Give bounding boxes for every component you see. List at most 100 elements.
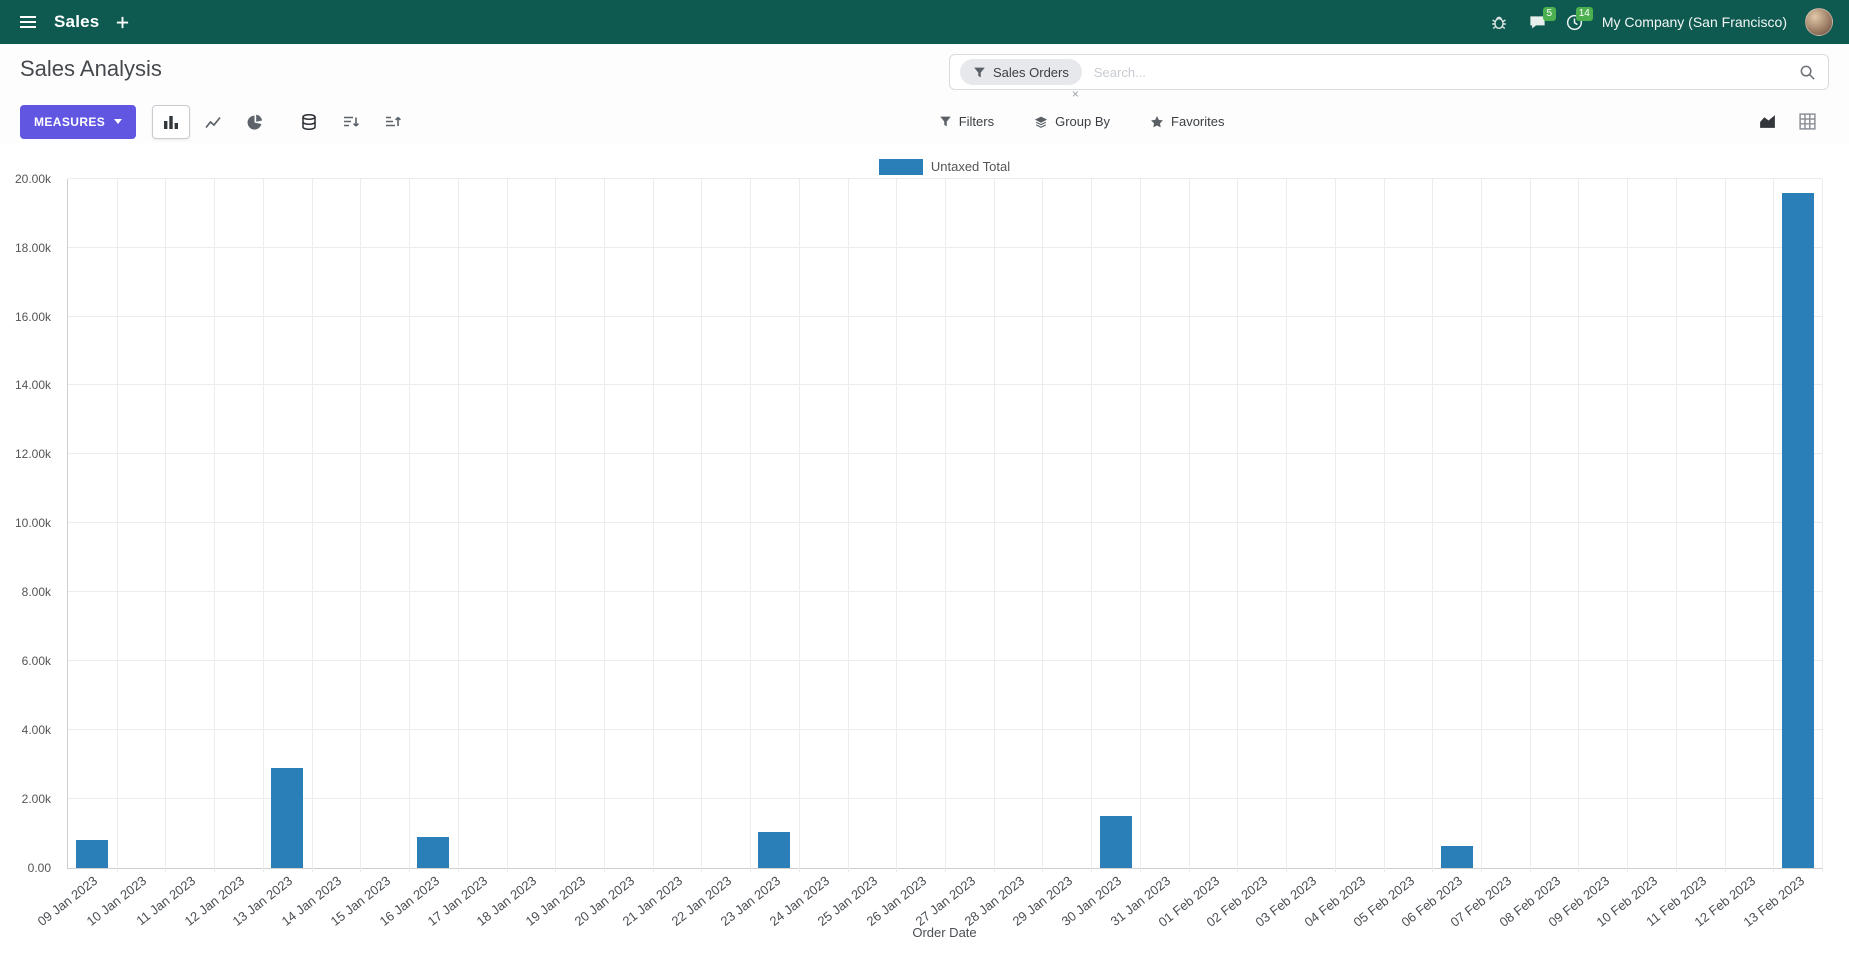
v-gridline — [1237, 178, 1239, 872]
v-gridline — [945, 178, 946, 872]
graph-view-button[interactable] — [1751, 107, 1783, 137]
stacked-toggle-button[interactable] — [290, 105, 328, 139]
company-switcher[interactable]: My Company (San Francisco) — [1601, 14, 1787, 30]
v-gridline — [116, 178, 118, 872]
measures-button[interactable]: MEASURES — [20, 104, 137, 139]
debug-icon[interactable] — [1488, 11, 1510, 33]
x-axis-title: Order Date — [912, 924, 977, 940]
favorites-button[interactable]: Favorites — [1144, 113, 1230, 130]
search-input[interactable] — [1081, 64, 1797, 80]
v-gridline — [701, 178, 703, 872]
v-gridline — [311, 178, 313, 872]
v-gridline — [1675, 178, 1677, 872]
graph-view: Untaxed Total 0.00 2.00k 4.00k 6.00k 8.00k 10… — [0, 158, 1849, 940]
star-icon — [1150, 115, 1164, 129]
v-gridline — [1578, 178, 1580, 872]
bar-30 Jan 2023[interactable] — [1099, 816, 1132, 868]
layers-icon — [1034, 115, 1048, 129]
chat-bubble-icon — [1528, 13, 1547, 32]
activity-count-badge: 14 — [1575, 6, 1593, 21]
group-by-label: Group By — [1055, 114, 1111, 130]
y-tick-label: 14.00k — [14, 378, 51, 393]
favorites-label: Favorites — [1171, 114, 1225, 130]
bar-13 Jan 2023[interactable] — [271, 767, 304, 868]
v-gridline — [1480, 178, 1482, 872]
bar-06 Feb 2023[interactable] — [1440, 846, 1473, 868]
v-gridline — [1334, 178, 1336, 872]
activities-button[interactable]: 14 — [1565, 6, 1593, 32]
x-axis-labels: 09 Jan 2023 10 Jan 2023 11 Jan 2023 12 Jan … — [35, 869, 1822, 930]
y-tick-label: 2.00k — [21, 791, 51, 806]
v-gridline — [506, 178, 508, 872]
y-tick-label: 20.00k — [14, 171, 51, 186]
page-title: Sales Analysis — [20, 56, 162, 81]
v-gridline — [652, 178, 654, 872]
y-tick-label: 6.00k — [21, 654, 51, 669]
v-gridline — [262, 178, 264, 872]
v-gridline — [1773, 178, 1775, 872]
messages-button[interactable]: 5 — [1528, 6, 1556, 32]
filters-label: Filters — [958, 114, 995, 130]
v-gridline — [1091, 178, 1093, 872]
user-avatar[interactable] — [1805, 8, 1833, 36]
y-tick-label: 16.00k — [14, 309, 51, 324]
clock-icon — [1565, 13, 1584, 32]
search-icon[interactable] — [1797, 62, 1818, 83]
pie-chart-button[interactable] — [236, 105, 274, 139]
v-gridline — [1627, 178, 1629, 872]
group-by-button[interactable]: Group By — [1028, 113, 1116, 130]
v-gridline — [603, 178, 605, 872]
v-gridline — [1724, 178, 1726, 872]
v-gridline — [1432, 178, 1434, 872]
search-options: Filters Group By Favorites — [933, 113, 1231, 130]
bar-chart-button[interactable] — [152, 104, 191, 139]
sort-descending-button[interactable] — [332, 105, 370, 139]
v-gridline — [798, 178, 800, 872]
hamburger-menu-icon[interactable] — [16, 10, 40, 34]
app-name[interactable]: Sales — [54, 12, 100, 31]
v-gridline — [1822, 178, 1823, 872]
v-gridline — [165, 178, 167, 872]
line-chart-button[interactable] — [194, 105, 232, 139]
chevron-down-icon — [114, 119, 123, 125]
v-gridline — [555, 178, 557, 872]
facet-label: Sales Orders — [993, 64, 1069, 80]
v-gridline — [1529, 178, 1531, 872]
v-gridline — [1286, 178, 1288, 872]
v-gridline — [847, 178, 849, 872]
h-gridline — [68, 177, 1822, 179]
v-gridline — [1042, 178, 1044, 872]
bar-13 Feb 2023[interactable] — [1781, 192, 1814, 868]
v-gridline — [360, 178, 362, 872]
v-gridline — [409, 178, 411, 872]
chart-tools-group — [290, 105, 412, 139]
y-tick-label: 18.00k — [14, 240, 51, 255]
chart-type-group — [152, 104, 274, 139]
facet-remove-icon[interactable]: × — [1071, 87, 1079, 101]
search-bar[interactable]: Sales Orders × — [949, 54, 1829, 100]
sort-ascending-button[interactable] — [374, 105, 412, 139]
v-gridline — [457, 178, 459, 872]
pivot-view-button[interactable] — [1791, 107, 1823, 137]
v-gridline — [214, 178, 216, 872]
top-navbar: Sales 5 14 My Company (San Francisco) — [0, 0, 1849, 44]
bar-23 Jan 2023[interactable] — [758, 831, 791, 868]
v-gridline — [750, 178, 752, 872]
plot-area: 0.00 2.00k 4.00k 6.00k 8.00k 10.00k 12.00k 14.0… — [15, 172, 1823, 875]
bar-09 Jan 2023[interactable] — [76, 840, 109, 868]
y-tick-label: 10.00k — [14, 516, 51, 531]
filter-funnel-icon — [939, 115, 952, 128]
search-facet-sales-orders[interactable]: Sales Orders × — [960, 59, 1082, 100]
v-gridline — [1188, 178, 1190, 872]
filters-button[interactable]: Filters — [933, 113, 1000, 130]
filter-facet-icon — [973, 66, 986, 79]
bar-16 Jan 2023[interactable] — [417, 836, 450, 868]
plus-icon[interactable] — [113, 13, 132, 32]
y-tick-label: 12.00k — [14, 447, 51, 462]
view-switcher — [1751, 107, 1823, 137]
legend-item[interactable]: Untaxed Total — [878, 158, 1011, 175]
control-panel: Sales Analysis Sales Orders × MEASURES — [0, 44, 1849, 143]
v-gridline — [896, 178, 898, 872]
chart-legend: Untaxed Total — [67, 158, 1822, 175]
legend-label: Untaxed Total — [930, 159, 1011, 175]
